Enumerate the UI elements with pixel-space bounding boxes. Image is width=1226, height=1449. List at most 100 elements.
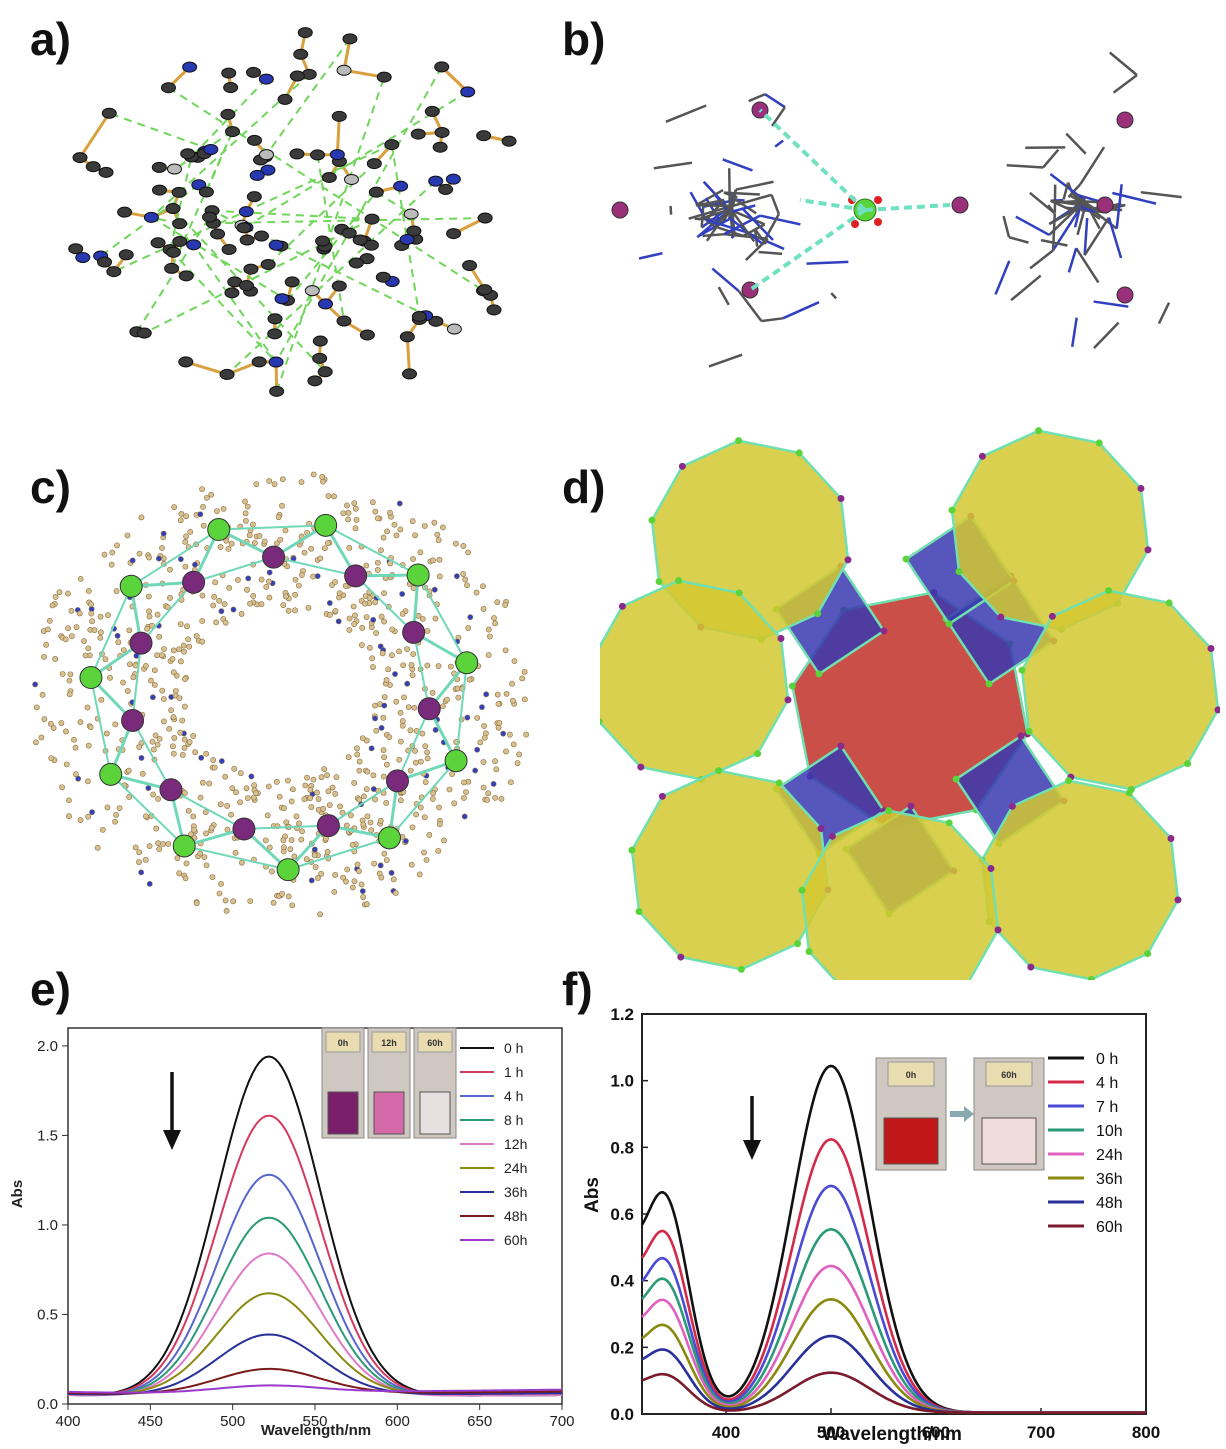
atom: [403, 208, 419, 220]
cage-edge: [90, 585, 133, 678]
bond: [335, 116, 341, 155]
atom: [115, 639, 122, 646]
atom: [125, 767, 132, 774]
atom: [32, 681, 39, 688]
metal-node: [417, 697, 441, 721]
atom: [165, 203, 181, 215]
atom: [221, 601, 228, 607]
bond: [770, 194, 781, 215]
metal-atom: [1116, 111, 1134, 129]
atom: [138, 514, 145, 521]
bond: [1051, 213, 1057, 251]
vertex: [815, 670, 823, 678]
chart-e-curves: [67, 1055, 563, 1397]
atom: [223, 82, 239, 94]
atom: [161, 718, 167, 725]
atom: [191, 179, 207, 191]
atom: [417, 758, 424, 765]
anion-node: [444, 749, 468, 773]
atom: [244, 586, 250, 593]
chart-f-xlabel: Wavelength/nm: [822, 1424, 962, 1445]
atom: [216, 597, 223, 604]
polyhedra-packing-d: [600, 427, 1220, 980]
atom: [479, 704, 485, 711]
atom: [363, 562, 370, 569]
atom: [396, 648, 402, 655]
atom: [127, 661, 133, 668]
atom: [511, 658, 518, 665]
atom: [180, 642, 187, 649]
atom: [174, 855, 181, 862]
vertex: [637, 763, 645, 771]
atom: [466, 676, 473, 683]
atom: [262, 837, 269, 844]
atom: [167, 566, 173, 573]
bond: [1080, 205, 1096, 214]
bond: [729, 208, 766, 226]
atom: [480, 606, 487, 612]
atom: [243, 263, 259, 275]
atom: [48, 755, 55, 762]
atom: [393, 180, 409, 192]
vertex: [1035, 427, 1043, 435]
atom: [410, 128, 426, 140]
legend-label: 10h: [1096, 1123, 1123, 1140]
atom: [199, 486, 205, 493]
atom: [372, 715, 378, 722]
contact-line: [265, 38, 351, 156]
atom: [183, 860, 190, 867]
atom: [67, 671, 74, 678]
vial-liquid: [419, 1091, 451, 1135]
atom: [292, 607, 298, 614]
anion-node: [377, 826, 401, 850]
atom: [65, 625, 72, 632]
atom: [419, 730, 426, 737]
atom: [159, 545, 165, 551]
atom: [325, 493, 332, 499]
atom: [296, 820, 302, 827]
panel-label-d: d): [562, 461, 606, 513]
atom: [148, 677, 154, 684]
atom: [198, 754, 205, 761]
atom: [481, 723, 487, 729]
atom: [176, 695, 183, 702]
bond: [724, 232, 768, 241]
atom: [136, 859, 142, 865]
atom: [88, 610, 95, 617]
atom: [521, 696, 528, 703]
atom: [149, 738, 156, 745]
atom: [399, 611, 406, 617]
atom: [105, 612, 111, 619]
bond: [78, 112, 111, 159]
atom: [151, 682, 158, 688]
atom: [217, 801, 224, 808]
atom: [410, 651, 417, 658]
atom: [236, 222, 252, 234]
contact-line: [192, 244, 277, 363]
series-line: [67, 1333, 563, 1396]
atom: [77, 817, 84, 823]
anion-node: [314, 513, 338, 537]
atom: [85, 588, 92, 594]
atom: [370, 772, 377, 779]
atom: [385, 666, 392, 673]
atom: [412, 748, 418, 754]
atom: [63, 728, 69, 735]
atom: [246, 191, 262, 203]
atom: [247, 600, 253, 607]
atom: [172, 235, 188, 247]
atom: [452, 540, 459, 547]
atom: [289, 786, 296, 793]
atom: [250, 592, 257, 599]
atom: [289, 148, 305, 160]
atom: [397, 526, 404, 533]
y-tick-label: 1.2: [610, 1005, 634, 1024]
atom: [368, 186, 384, 198]
atom: [383, 800, 390, 806]
bond: [735, 180, 774, 191]
atom: [181, 648, 187, 655]
vial-label: 12h: [381, 1038, 397, 1048]
panel-label-f: f): [562, 963, 593, 1015]
legend-label: 8 h: [504, 1112, 523, 1128]
molecular-structure-b: [611, 51, 1182, 368]
